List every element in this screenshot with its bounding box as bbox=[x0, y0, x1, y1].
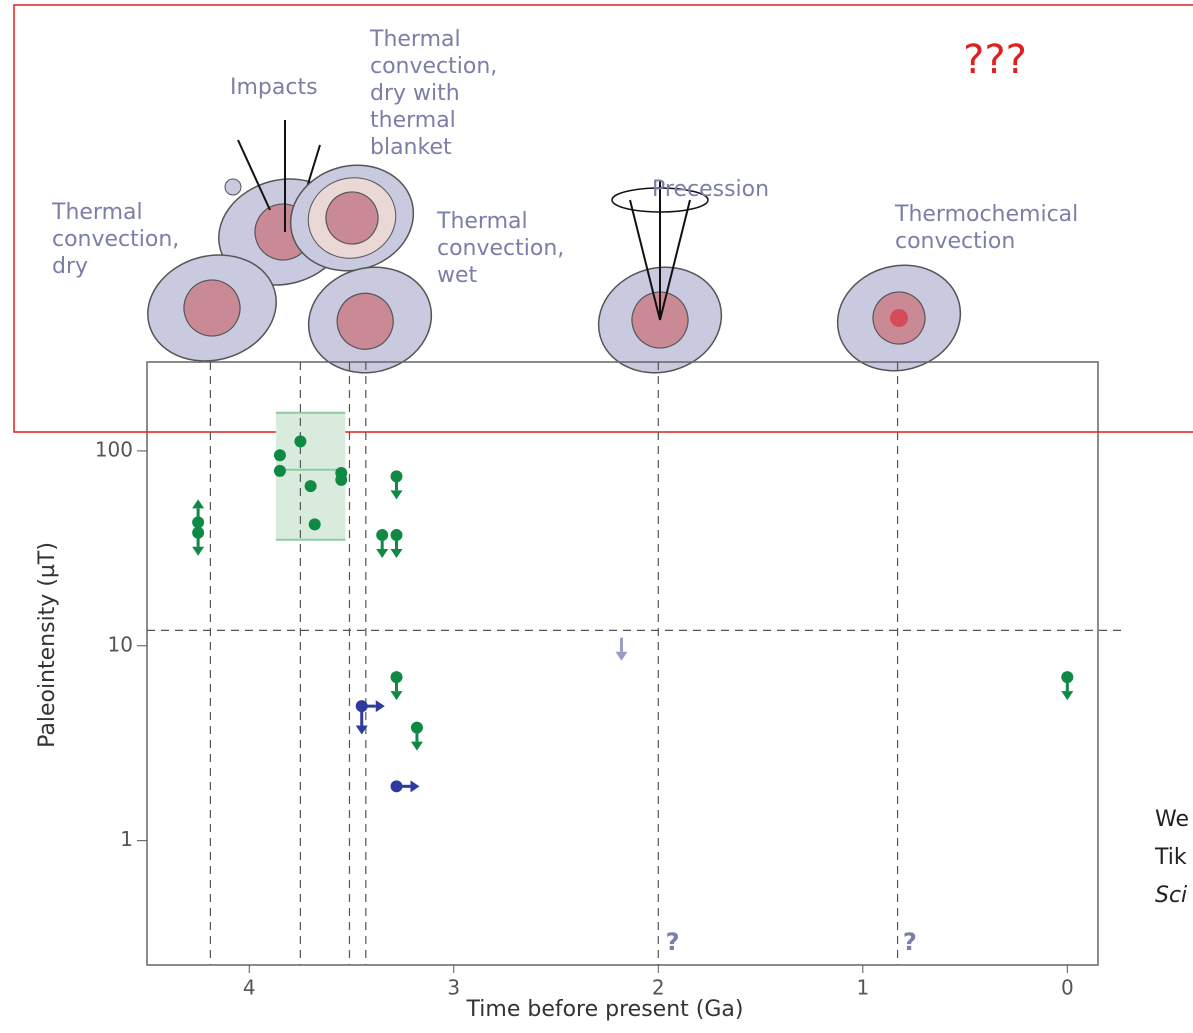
illustration bbox=[147, 120, 962, 374]
illustration-label: convection, bbox=[437, 236, 564, 261]
question-mark: ? bbox=[903, 928, 917, 956]
y-tick-label: 1 bbox=[120, 827, 133, 851]
illustration-label: Thermal bbox=[51, 200, 143, 225]
side-text: Sci bbox=[1155, 883, 1187, 908]
side-text: We bbox=[1155, 807, 1189, 832]
limit-arrow-head bbox=[390, 691, 403, 701]
illustration-label: dry with bbox=[370, 81, 460, 106]
data-point bbox=[376, 529, 389, 559]
illustration-label: Thermochemical bbox=[894, 202, 1078, 227]
data-point bbox=[390, 529, 403, 559]
data-point bbox=[192, 526, 205, 556]
data-point bbox=[1061, 671, 1074, 701]
y-axis-label: Paleointensity (µT) bbox=[35, 542, 60, 748]
illustration-label: dry bbox=[52, 254, 88, 279]
point-dot bbox=[273, 464, 286, 477]
data-point bbox=[390, 780, 420, 793]
illustration-label: convection, bbox=[370, 54, 497, 79]
point-dot bbox=[390, 470, 403, 483]
limit-arrow-head bbox=[410, 741, 423, 751]
highlight-box bbox=[13, 4, 1193, 433]
question-mark: ? bbox=[666, 928, 680, 956]
point-dot bbox=[273, 449, 286, 462]
limit-arrow-head bbox=[376, 549, 389, 559]
point-dot bbox=[390, 780, 403, 793]
x-tick-label: 2 bbox=[652, 976, 665, 1000]
plot-frame bbox=[146, 361, 1099, 966]
data-point bbox=[410, 721, 423, 751]
limit-arrow-head bbox=[355, 725, 368, 735]
illustration-label: Impacts bbox=[230, 75, 318, 100]
limit-arrow-head bbox=[375, 700, 385, 713]
illustration-label: Thermal bbox=[369, 27, 461, 52]
limit-arrow-head bbox=[192, 499, 205, 509]
x-axis-label: Time before present (Ga) bbox=[466, 997, 744, 1022]
data-point bbox=[390, 470, 403, 500]
illustration-label: Precession bbox=[652, 177, 769, 202]
range-box bbox=[275, 412, 346, 540]
data-point bbox=[355, 700, 385, 713]
point-dot bbox=[376, 529, 389, 542]
data-point bbox=[273, 464, 286, 477]
side-text: Tik bbox=[1154, 845, 1187, 870]
limit-arrow-head bbox=[615, 651, 628, 661]
illustration-label: Thermal bbox=[436, 209, 528, 234]
y-tick-label: 10 bbox=[108, 632, 133, 656]
point-dot bbox=[390, 671, 403, 684]
point-dot bbox=[355, 700, 368, 713]
point-dot bbox=[308, 518, 321, 531]
data-point bbox=[615, 637, 628, 661]
x-tick-label: 3 bbox=[447, 976, 460, 1000]
x-tick-label: 0 bbox=[1061, 976, 1074, 1000]
data-point bbox=[192, 499, 205, 529]
point-dot bbox=[192, 526, 205, 539]
limit-arrow-head bbox=[390, 490, 403, 500]
data-point bbox=[308, 518, 321, 531]
annotation: ??? bbox=[963, 37, 1027, 83]
illustration-label: wet bbox=[437, 263, 478, 288]
point-dot bbox=[304, 480, 317, 493]
data-point bbox=[273, 449, 286, 462]
data-point bbox=[335, 473, 348, 486]
point-dot bbox=[1061, 671, 1074, 684]
point-dot bbox=[335, 473, 348, 486]
data-point bbox=[294, 435, 307, 448]
illustration-label: convection, bbox=[52, 227, 179, 252]
point-dot bbox=[410, 721, 423, 734]
point-dot bbox=[390, 529, 403, 542]
illustration-label: thermal bbox=[370, 108, 456, 133]
x-tick-label: 4 bbox=[243, 976, 256, 1000]
limit-arrow-head bbox=[1061, 691, 1074, 701]
data-point bbox=[355, 711, 368, 735]
limit-arrow-head bbox=[390, 549, 403, 559]
data-point bbox=[304, 480, 317, 493]
point-dot bbox=[294, 435, 307, 448]
illustration-label: blanket bbox=[370, 135, 452, 160]
point-dot bbox=[192, 516, 205, 529]
data-point bbox=[390, 671, 403, 701]
x-tick-label: 1 bbox=[856, 976, 869, 1000]
limit-arrow-head bbox=[192, 546, 205, 556]
y-tick-label: 100 bbox=[95, 437, 133, 461]
illustration-label: convection bbox=[895, 229, 1015, 254]
limit-arrow-head bbox=[410, 780, 420, 793]
